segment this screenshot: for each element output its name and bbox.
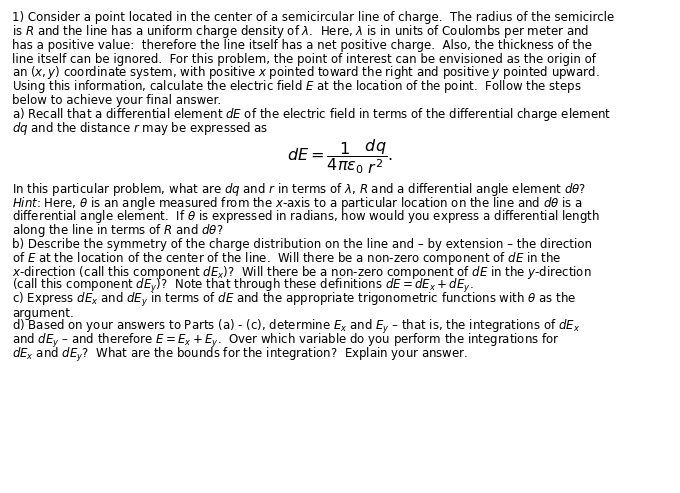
Text: $dE_x$ and $dE_y$?  What are the bounds for the integration?  Explain your answe: $dE_x$ and $dE_y$? What are the bounds f…: [12, 346, 469, 364]
Text: is $R$ and the line has a uniform charge density of $\lambda$.  Here, $\lambda$ : is $R$ and the line has a uniform charge…: [12, 23, 590, 40]
Text: b) Describe the symmetry of the charge distribution on the line and – by extensi: b) Describe the symmetry of the charge d…: [12, 238, 592, 251]
Text: differential angle element.  If $\theta$ is expressed in radians, how would you : differential angle element. If $\theta$ …: [12, 209, 600, 225]
Text: $dq$ and the distance $r$ may be expressed as: $dq$ and the distance $r$ may be express…: [12, 120, 269, 137]
Text: (call this component $dE_y$)?  Note that through these definitions $dE = dE_x + : (call this component $dE_y$)? Note that …: [12, 277, 474, 295]
Text: a) Recall that a differential element $dE$ of the electric field in terms of the: a) Recall that a differential element $d…: [12, 106, 611, 123]
Text: has a positive value:  therefore the line itself has a net positive charge.  Als: has a positive value: therefore the line…: [12, 39, 592, 52]
Text: 1) Consider a point located in the center of a semicircular line of charge.  The: 1) Consider a point located in the cente…: [12, 11, 615, 24]
Text: $x$-direction (call this component $dE_x$)?  Will there be a non-zero component : $x$-direction (call this component $dE_x…: [12, 264, 592, 281]
Text: line itself can be ignored.  For this problem, the point of interest can be envi: line itself can be ignored. For this pro…: [12, 53, 596, 66]
Text: argument.: argument.: [12, 307, 74, 320]
Text: an $(x,y)$ coordinate system, with positive $x$ pointed toward the right and pos: an $(x,y)$ coordinate system, with posit…: [12, 65, 600, 81]
Text: $\mathit{Hint}$: Here, $\theta$ is an angle measured from the $x$-axis to a part: $\mathit{Hint}$: Here, $\theta$ is an an…: [12, 195, 583, 211]
Text: c) Express $dE_x$ and $dE_y$ in terms of $dE$ and the appropriate trigonometric : c) Express $dE_x$ and $dE_y$ in terms of…: [12, 291, 577, 309]
Text: of $E$ at the location of the center of the line.  Will there be a non-zero comp: of $E$ at the location of the center of …: [12, 250, 562, 267]
Text: along the line in terms of $R$ and $d\theta$?: along the line in terms of $R$ and $d\th…: [12, 222, 224, 239]
Text: In this particular problem, what are $dq$ and $r$ in terms of $\lambda$, $R$ and: In this particular problem, what are $dq…: [12, 181, 586, 198]
Text: Using this information, calculate the electric field $E$ at the location of the : Using this information, calculate the el…: [12, 78, 582, 95]
Text: d) Based on your answers to Parts (a) - (c), determine $E_x$ and $E_y$ – that is: d) Based on your answers to Parts (a) - …: [12, 318, 581, 336]
Text: $dE = \dfrac{1}{4\pi\epsilon_0}\dfrac{dq}{r^2}.$: $dE = \dfrac{1}{4\pi\epsilon_0}\dfrac{dq…: [287, 137, 393, 176]
Text: below to achieve your final answer.: below to achieve your final answer.: [12, 94, 222, 107]
Text: and $dE_y$ – and therefore $E = E_x + E_y$.  Over which variable do you perform : and $dE_y$ – and therefore $E = E_x + E_…: [12, 332, 560, 350]
